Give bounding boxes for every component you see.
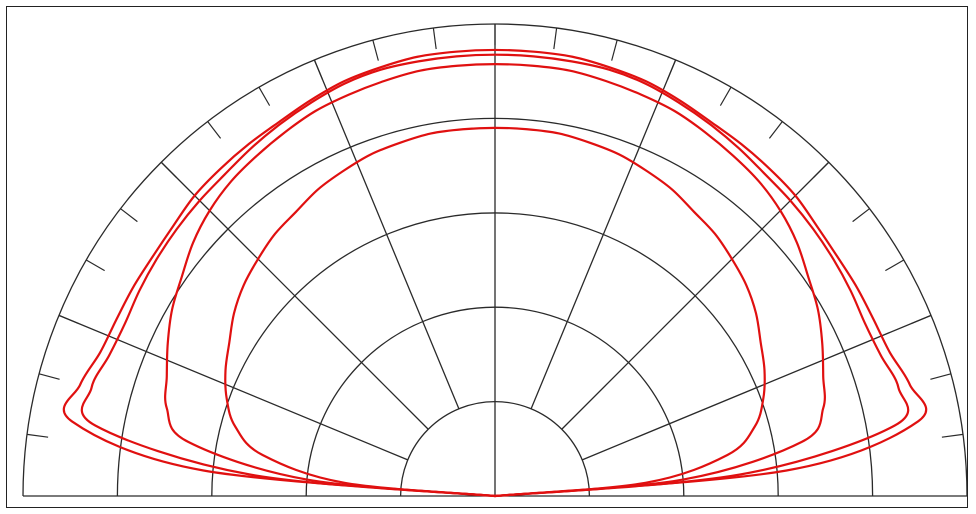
outer-tick — [611, 39, 618, 61]
outer-tick — [38, 373, 60, 380]
outer-tick — [58, 314, 79, 325]
series-layer — [62, 48, 928, 498]
outer-tick — [120, 208, 138, 223]
spoke-45 — [561, 161, 830, 430]
outer-tick — [26, 433, 49, 438]
spoke--22.5 — [313, 59, 460, 410]
outer-tick — [313, 59, 324, 80]
spoke-67.5 — [581, 314, 932, 461]
outer-tick — [666, 59, 677, 80]
outer-tick — [160, 161, 177, 178]
outer-tick — [85, 259, 105, 272]
outer-tick — [768, 121, 783, 139]
outer-tick — [930, 373, 952, 380]
outer-tick — [372, 39, 379, 61]
spoke-22.5 — [530, 59, 677, 410]
outer-tick — [207, 121, 222, 139]
outer-tick — [553, 27, 558, 50]
outer-tick — [885, 259, 905, 272]
outer-tick — [911, 314, 932, 325]
outer-tick — [852, 208, 870, 223]
series-line-3 — [164, 63, 826, 498]
spoke--67.5 — [58, 314, 409, 461]
outer-tick — [813, 161, 830, 178]
spoke--45 — [160, 161, 429, 430]
series-line-2 — [80, 53, 910, 498]
polar-grid — [22, 23, 967, 497]
outer-tick — [258, 86, 271, 106]
polar-chart — [22, 23, 967, 498]
outer-tick — [719, 86, 732, 106]
outer-tick — [941, 433, 964, 438]
chart-frame — [6, 6, 968, 508]
series-line-1 — [62, 48, 928, 498]
series-line-4 — [224, 126, 766, 498]
outer-tick — [432, 27, 437, 50]
